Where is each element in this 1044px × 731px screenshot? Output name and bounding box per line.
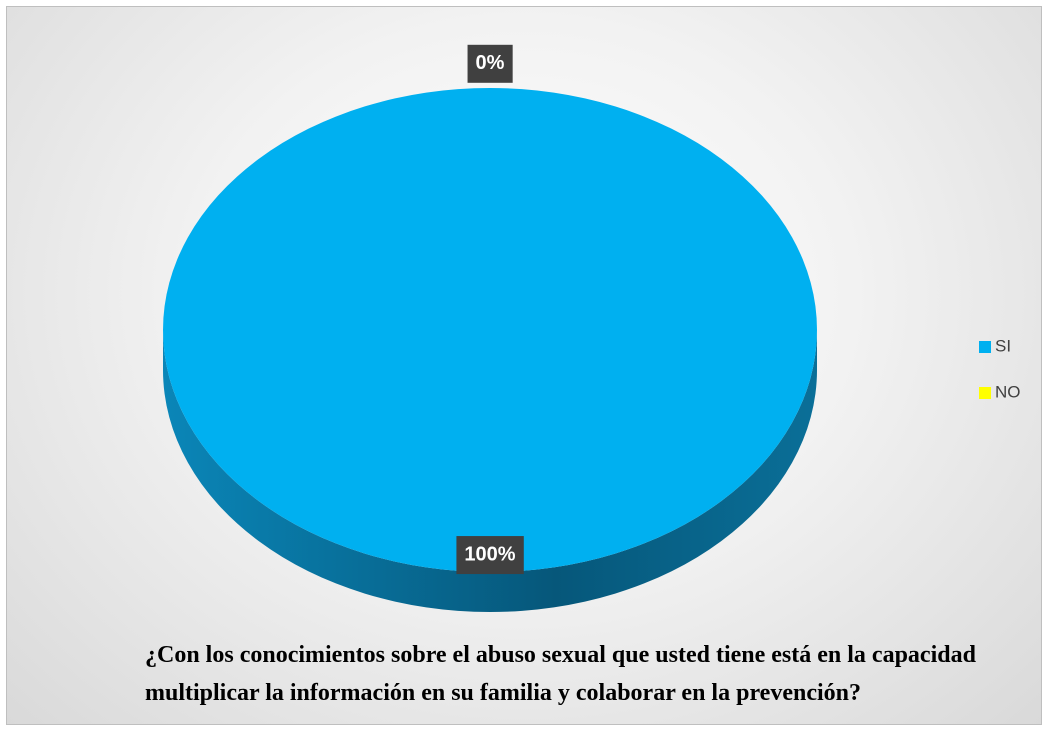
legend-swatch [979,387,991,399]
data-label: 0% [467,44,513,83]
chart-title: ¿Con los conocimientos sobre el abuso se… [145,642,976,706]
data-label-text: 0% [476,52,505,74]
legend-label: NO [995,382,1021,401]
pie-slice [163,88,817,572]
pie-slice-side [163,330,817,612]
legend-swatch [979,341,991,353]
data-label: 100% [456,536,524,575]
data-label-text: 100% [464,543,515,565]
legend-label: SI [995,336,1011,355]
data-label-box [467,44,513,83]
data-label-box [456,536,524,575]
